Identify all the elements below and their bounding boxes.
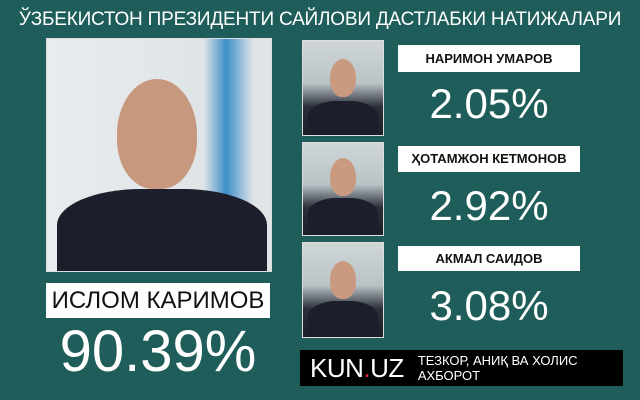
candidate-name-1: НАРИМОН УМАРОВ [398, 45, 580, 72]
candidate-photo-3 [302, 242, 384, 338]
winner-photo [46, 38, 272, 272]
page-title: ЎЗБЕКИСТОН ПРЕЗИДЕНТИ САЙЛОВИ ДАСТЛАБКИ … [18, 9, 622, 30]
slogan: ТЕЗКОР, АНИҚ ВА ХОЛИС АХБОРОТ [417, 353, 578, 383]
winner-percent: 90.39% [59, 319, 257, 384]
candidate-percent-2: 2.92% [429, 182, 549, 229]
candidate-percent-1: 2.05% [429, 80, 549, 127]
winner-name: ИСЛОМ КАРИМОВ [46, 283, 270, 318]
footer-bar: KUN.UZ ТЕЗКОР, АНИҚ ВА ХОЛИС АХБОРОТ [300, 350, 623, 386]
candidate-percent-3: 3.08% [429, 282, 549, 329]
candidate-name-2: ҲОТАМЖОН КЕТМОНОВ [398, 146, 580, 172]
candidate-photo-1 [302, 40, 384, 136]
candidate-photo-2 [302, 142, 384, 236]
candidate-name-3: АКМАЛ САИДОВ [398, 246, 580, 271]
kun-uz-logo: KUN.UZ [310, 352, 404, 383]
